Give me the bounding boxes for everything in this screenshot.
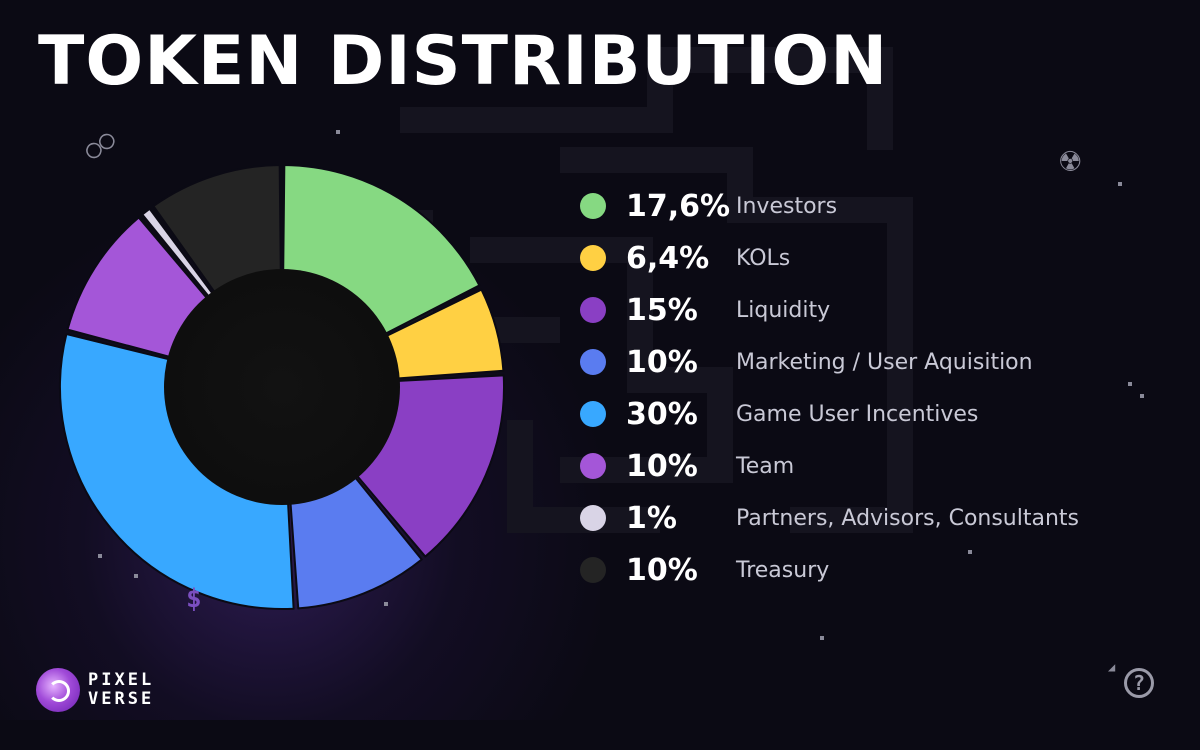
speck <box>134 574 138 578</box>
pixelverse-logo-icon <box>36 668 80 712</box>
legend-value: 30% <box>626 396 698 432</box>
legend-value: 10% <box>626 552 698 588</box>
donut-hole <box>164 269 400 505</box>
speck <box>98 554 102 558</box>
logo-line-2: VERSE <box>88 689 155 709</box>
speck <box>968 550 972 554</box>
legend-swatch <box>580 349 606 375</box>
legend-label: Team <box>736 453 795 479</box>
legend-swatch <box>580 297 606 323</box>
legend-value: 17,6% <box>626 188 731 224</box>
speck <box>1128 382 1132 386</box>
logo-line-1: PIXEL <box>88 670 155 690</box>
legend-label: Partners, Advisors, Consultants <box>736 505 1079 531</box>
legend-swatch <box>580 193 606 219</box>
cursor-corner-icon: ◢ <box>1108 660 1116 674</box>
legend-item: 17,6% Investors <box>580 180 1079 232</box>
legend-label: Treasury <box>736 557 830 583</box>
legend-swatch <box>580 245 606 271</box>
legend-label: Game User Incentives <box>736 401 979 427</box>
radiation-icon: ☢ <box>1060 140 1081 180</box>
legend-swatch <box>580 401 606 427</box>
legend-value: 1% <box>626 500 677 536</box>
legend-item: 15% Liquidity <box>580 284 1079 336</box>
legend-value: 6,4% <box>626 240 710 276</box>
speck <box>384 602 388 606</box>
legend-label: Marketing / User Aquisition <box>736 349 1033 375</box>
legend-value: 15% <box>626 292 698 328</box>
question-icon[interactable]: ? <box>1124 668 1154 698</box>
speck <box>336 130 340 134</box>
chart-legend: 17,6% Investors 6,4% KOLs 15% Liquidity 10% Mar… <box>580 180 1079 596</box>
legend-item: 6,4% KOLs <box>580 232 1079 284</box>
legend-value: 10% <box>626 344 698 380</box>
logo-wordmark: PIXEL VERSE <box>88 671 154 709</box>
legend-value: 10% <box>626 448 698 484</box>
legend-item: 10% Treasury <box>580 544 1079 596</box>
legend-label: Investors <box>736 193 838 219</box>
speck <box>820 636 824 640</box>
legend-label: KOLs <box>736 245 791 271</box>
legend-label: Liquidity <box>736 297 831 323</box>
legend-item: 30% Game User Incentives <box>580 388 1079 440</box>
legend-swatch <box>580 453 606 479</box>
speck <box>1118 182 1122 186</box>
page-title: TOKEN DISTRIBUTION <box>38 22 889 101</box>
dollar-icon: $ <box>186 584 202 614</box>
speck <box>1140 394 1144 398</box>
legend-item: 1% Partners, Advisors, Consultants <box>580 492 1079 544</box>
legend-item: 10% Marketing / User Aquisition <box>580 336 1079 388</box>
legend-swatch <box>580 557 606 583</box>
legend-swatch <box>580 505 606 531</box>
pixelverse-logo[interactable]: PIXEL VERSE <box>36 668 154 712</box>
legend-item: 10% Team <box>580 440 1079 492</box>
